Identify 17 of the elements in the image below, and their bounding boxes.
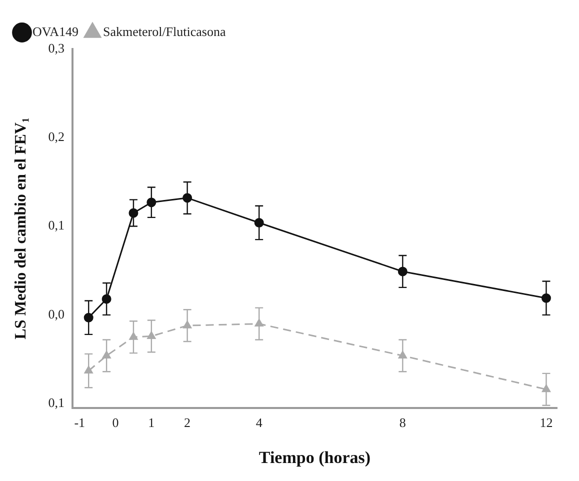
x-tick-label: 4 — [256, 415, 263, 430]
legend-label: OVA149 — [32, 24, 78, 39]
y-axis-title: LS Medio del cambio en el FEV₁ — [12, 117, 30, 340]
y-tick-label: 0,3 — [48, 40, 64, 56]
y-tick-label: 0,2 — [48, 129, 64, 144]
x-tick-label: 0 — [112, 415, 119, 430]
x-axis-title: Tiempo (horas) — [258, 448, 371, 468]
x-tick-label: 1 — [148, 415, 155, 430]
y-tick-label: 0,1 — [48, 394, 64, 410]
x-tick-label: 8 — [399, 415, 406, 430]
x-tick-label: 2 — [184, 415, 191, 430]
x-tick-label: -1 — [74, 415, 86, 430]
x-tick-label: 12 — [540, 415, 553, 430]
point — [129, 332, 138, 340]
y-tick-label: 0,0 — [48, 306, 64, 322]
legend-label: Sakmeterol/Fluticasona — [102, 24, 226, 39]
y-tick-label: 0,1 — [48, 218, 64, 233]
